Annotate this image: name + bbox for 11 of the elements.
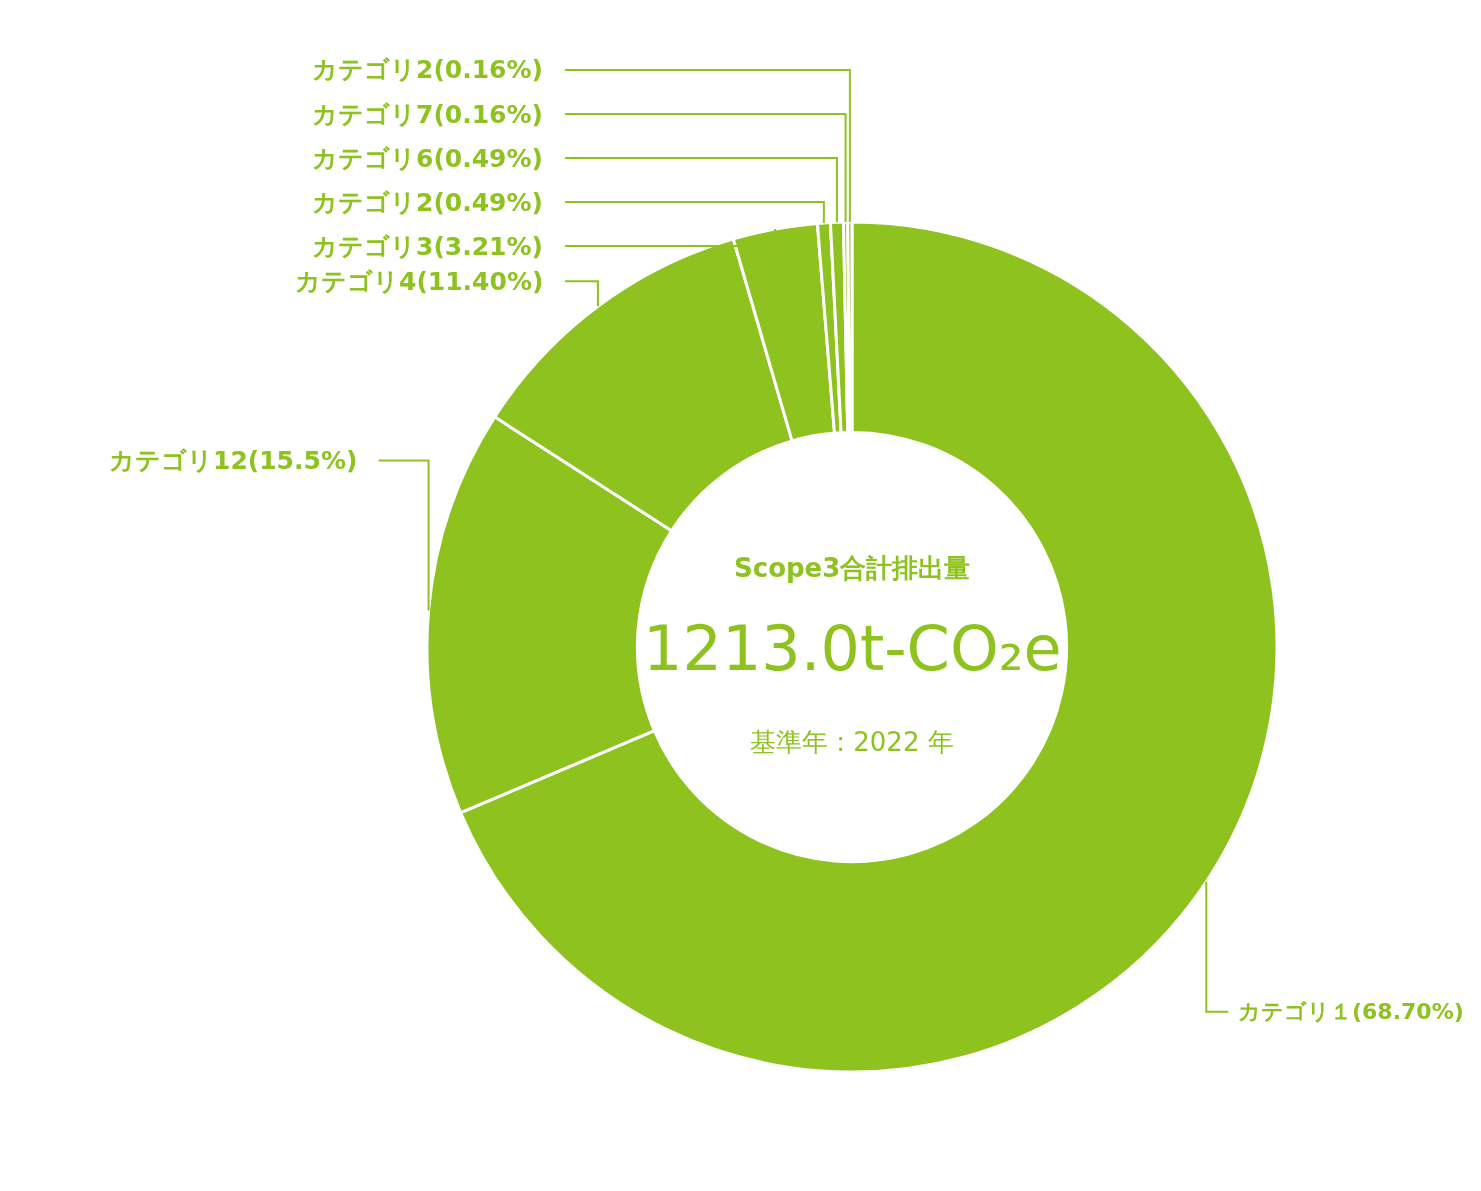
slice-label: カテゴリ6(0.49%): [312, 144, 543, 173]
slice-label: カテゴリ１(68.70%): [1238, 999, 1464, 1024]
text: 基準年 : 2022 年: [750, 727, 954, 757]
slice-label: カテゴリ12(15.5%): [109, 446, 358, 475]
slice-label: カテゴリ2(0.49%): [312, 188, 543, 217]
slice-label: カテゴリ2(0.16%): [312, 55, 543, 84]
slice-label: カテゴリ3(3.21%): [312, 232, 543, 261]
text: 1213.0t-CO₂e: [643, 612, 1062, 685]
slice-label: カテゴリ7(0.16%): [312, 100, 543, 129]
slice-label: カテゴリ4(11.40%): [295, 267, 544, 296]
text: Scope3合計排出量: [734, 553, 971, 583]
